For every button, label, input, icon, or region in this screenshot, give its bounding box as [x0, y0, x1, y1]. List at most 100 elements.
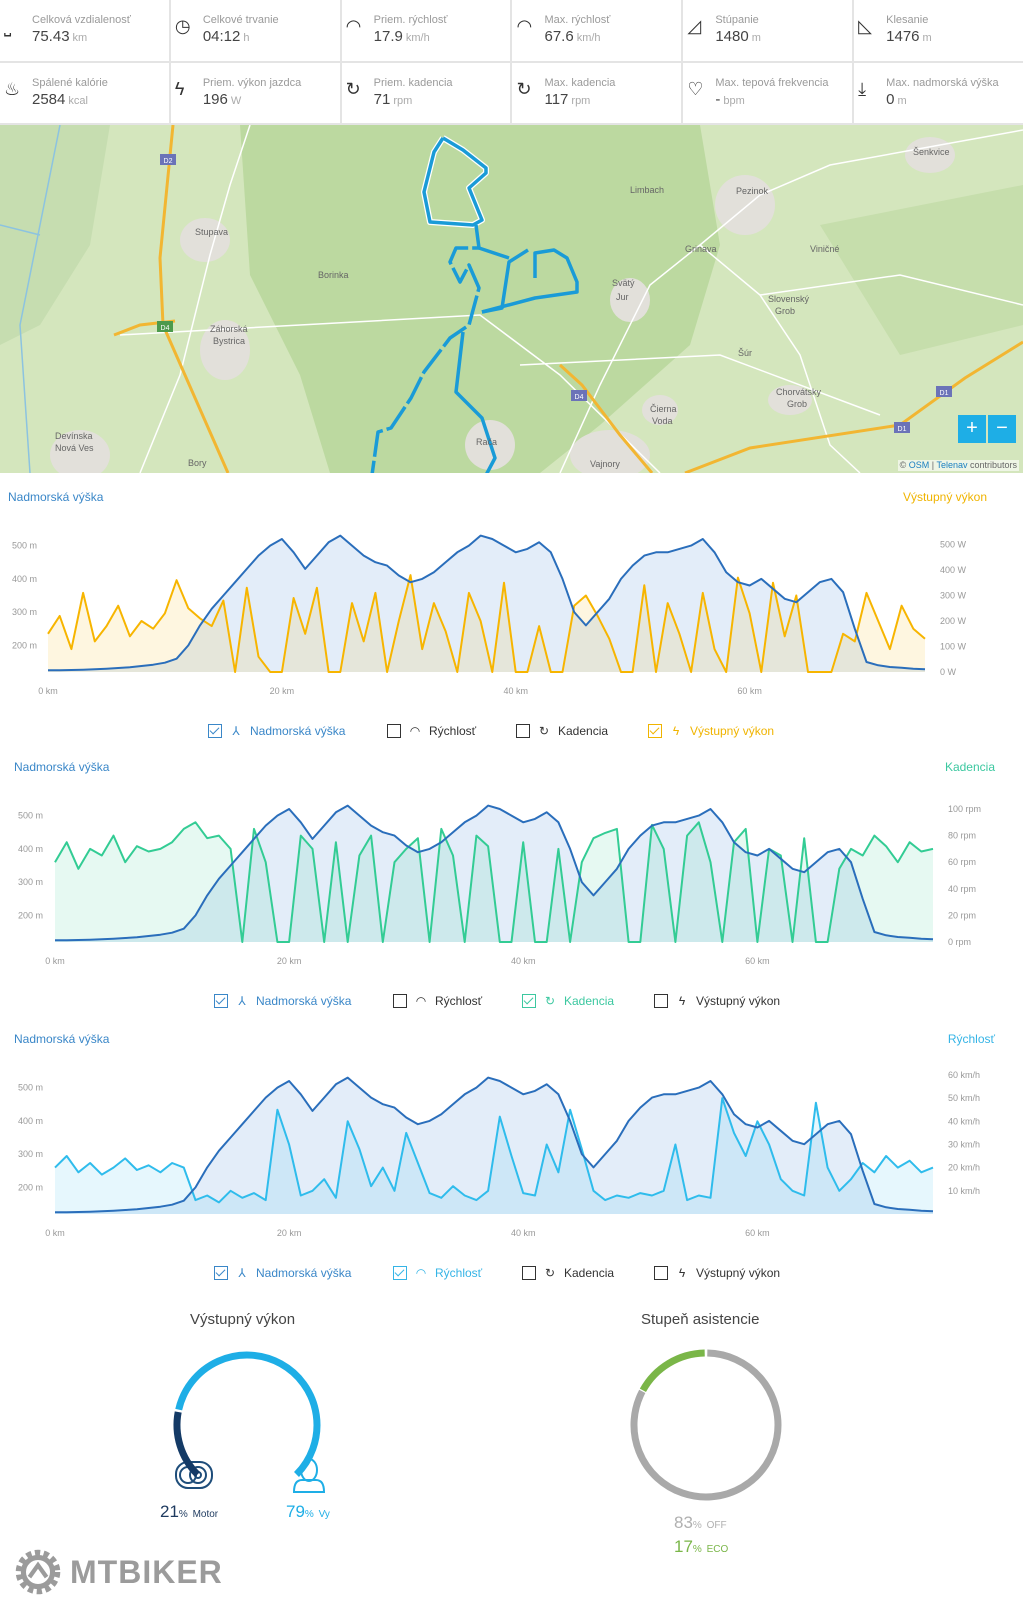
elevation-checkbox[interactable]: [214, 1266, 228, 1280]
town-label: Borinka: [318, 270, 349, 280]
legend-toggle-power[interactable]: ϟ Výstupný výkon: [648, 724, 774, 738]
route-map[interactable]: Stupava Borinka Záhorská Bystrica Devínska No…: [0, 125, 1023, 473]
stat-value: 17.9 km/h: [373, 28, 430, 45]
stat-value: 04:12 h: [202, 28, 250, 45]
road-badge-bg: [894, 422, 910, 433]
town-label: Chorvátsky: [776, 387, 822, 397]
stat-label: Celková vzdialenosť: [32, 14, 131, 26]
route-lines[interactable]: [370, 136, 579, 473]
rider-share: 79% Vy: [286, 1502, 330, 1521]
legend-label: Kadencia: [564, 1266, 615, 1280]
elevation-checkbox[interactable]: [208, 724, 222, 738]
legend-toggle-power[interactable]: ϟ Výstupný výkon: [654, 1266, 780, 1280]
power-legend-icon: ϟ: [678, 1266, 686, 1280]
stat-unit: km/h: [576, 32, 601, 44]
elevation-speed-chart[interactable]: 200 m 300 m 400 m 500 m 10 km/h 20 km/h 30 km/…: [0, 1022, 1023, 1294]
chart-legend: ⅄ Nadmorská výška ◠ Rýchlosť ↻ Kadencia …: [0, 994, 1023, 1014]
legend-label: Rýchlosť: [429, 724, 477, 738]
speedometer-max-icon: ◠: [516, 16, 533, 36]
legend-toggle-power[interactable]: ϟ Výstupný výkon: [654, 994, 780, 1008]
zoom-out-button[interactable]: −: [988, 415, 1016, 443]
y-right-tick-label: 300 W: [940, 591, 967, 601]
y-left-tick-label: 200 m: [12, 640, 37, 650]
speed-checkbox[interactable]: [387, 724, 401, 738]
legend-label: Rýchlosť: [435, 994, 483, 1008]
power-line: [47, 574, 926, 673]
y-right-tick-label: 30 km/h: [948, 1139, 980, 1149]
lightning-icon: ϟ: [174, 78, 185, 99]
zoom-in-button[interactable]: +: [958, 415, 986, 443]
cadence-max-icon: ↻: [516, 78, 532, 99]
town-label: Bystrica: [213, 336, 245, 346]
y-right-tick-label: 80 rpm: [948, 831, 976, 841]
stat-label: Max. rýchlosť: [544, 14, 611, 26]
chart-legend: ⅄ Nadmorská výška ◠ Rýchlosť ↻ Kadencia …: [0, 724, 1023, 744]
town-label: Záhorská: [210, 324, 248, 334]
cadence-checkbox[interactable]: [522, 994, 536, 1008]
x-tick-label: 60 km: [745, 956, 770, 966]
rivers: [0, 125, 61, 473]
stat-tile: ◠ Max. rýchlosť 67.6 km/h: [512, 0, 682, 61]
flame-icon: ♨: [4, 78, 21, 99]
mtbiker-watermark: MTBIKER: [14, 1548, 223, 1596]
stats-grid: ⎵ Celková vzdialenosť 75.43 km ◷ Celkové t…: [0, 0, 1023, 125]
speed-checkbox[interactable]: [393, 994, 407, 1008]
y-left-tick-label: 200 m: [18, 1182, 43, 1192]
elevation-legend-icon: ⅄: [238, 994, 246, 1008]
town-label: Limbach: [630, 185, 664, 195]
elevation-cadence-chart[interactable]: 200 m 300 m 400 m 500 m 0 rpm 20 rpm 40 rpm 60 …: [0, 750, 1023, 1022]
cadence-checkbox[interactable]: [522, 1266, 536, 1280]
legend-toggle-elevation[interactable]: ⅄ Nadmorská výška: [214, 1266, 351, 1280]
town-label: Grob: [775, 306, 795, 316]
town-label: Grob: [787, 399, 807, 409]
osm-link[interactable]: OSM: [908, 460, 930, 470]
legend-toggle-speed[interactable]: ◠ Rýchlosť: [393, 994, 482, 1008]
elevation-checkbox[interactable]: [214, 994, 228, 1008]
road-badge-bg: [571, 390, 587, 401]
legend-toggle-cadence[interactable]: ↻ Kadencia: [522, 994, 614, 1008]
legend-toggle-elevation[interactable]: ⅄ Nadmorská výška: [208, 724, 345, 738]
legend-toggle-speed[interactable]: ◠ Rýchlosť: [387, 724, 476, 738]
stat-value: 1480 m: [715, 28, 761, 45]
telenav-link[interactable]: Telenav: [936, 460, 968, 470]
zoom-controls: + −: [958, 415, 1016, 443]
stat-unit: h: [243, 32, 250, 44]
descent-icon: ◺: [858, 16, 872, 36]
legend-label: Výstupný výkon: [690, 724, 775, 738]
cadence-legend-icon: ↻: [544, 994, 556, 1008]
stat-unit: rpm: [571, 94, 591, 107]
chart-svg[interactable]: 200 m 300 m 400 m 500 m 0 rpm 20 rpm 40 rpm 60 …: [0, 750, 1023, 990]
legend-label: Nadmorská výška: [256, 1266, 352, 1280]
road-badge: D1: [898, 426, 907, 433]
elevation-area: [48, 535, 925, 672]
y-left-tick-label: 500 m: [12, 541, 37, 551]
chart-svg[interactable]: 200 m 300 m 400 m 500 m 0 W 100 W 200 W 300 W 40…: [0, 480, 1023, 720]
power-checkbox[interactable]: [654, 994, 668, 1008]
legend-toggle-cadence[interactable]: ↻ Kadencia: [516, 724, 608, 738]
legend-toggle-elevation[interactable]: ⅄ Nadmorská výška: [214, 994, 351, 1008]
y-left-tick-label: 300 m: [12, 607, 37, 617]
stat-tile: ↻ Priem. kadencia 71 rpm: [341, 62, 511, 123]
legend-label: Kadencia: [564, 994, 615, 1008]
legend-toggle-cadence[interactable]: ↻ Kadencia: [522, 1266, 614, 1280]
map-attribution: © OSM | Telenav contributors: [897, 460, 1019, 471]
legend-label: Rýchlosť: [435, 1266, 483, 1280]
cadence-legend-icon: ↻: [538, 724, 550, 738]
x-tick-label: 0 km: [45, 956, 65, 966]
chart-svg[interactable]: 200 m 300 m 400 m 500 m 10 km/h 20 km/h 30 km/…: [0, 1022, 1023, 1262]
cadence-checkbox[interactable]: [516, 724, 530, 738]
town-label: Voda: [652, 416, 673, 426]
y-left-tick-label: 500 m: [18, 1083, 43, 1093]
legend-toggle-speed[interactable]: ◠ Rýchlosť: [393, 1266, 482, 1280]
altitude-max-icon: ⤓: [858, 78, 867, 99]
stat-unit: m: [751, 32, 761, 44]
power-checkbox[interactable]: [654, 1266, 668, 1280]
watermark-text: MTBIKER: [70, 1554, 223, 1590]
power-checkbox[interactable]: [648, 724, 662, 738]
map-canvas[interactable]: Stupava Borinka Záhorská Bystrica Devínska No…: [0, 125, 1023, 473]
right-axis-title: Rýchlosť: [947, 1032, 995, 1046]
elevation-power-chart[interactable]: 200 m 300 m 400 m 500 m 0 W 100 W 200 W 300 W 40…: [0, 480, 1023, 752]
stat-tile: ◿ Stúpanie 1480 m: [683, 0, 853, 61]
speed-checkbox[interactable]: [393, 1266, 407, 1280]
